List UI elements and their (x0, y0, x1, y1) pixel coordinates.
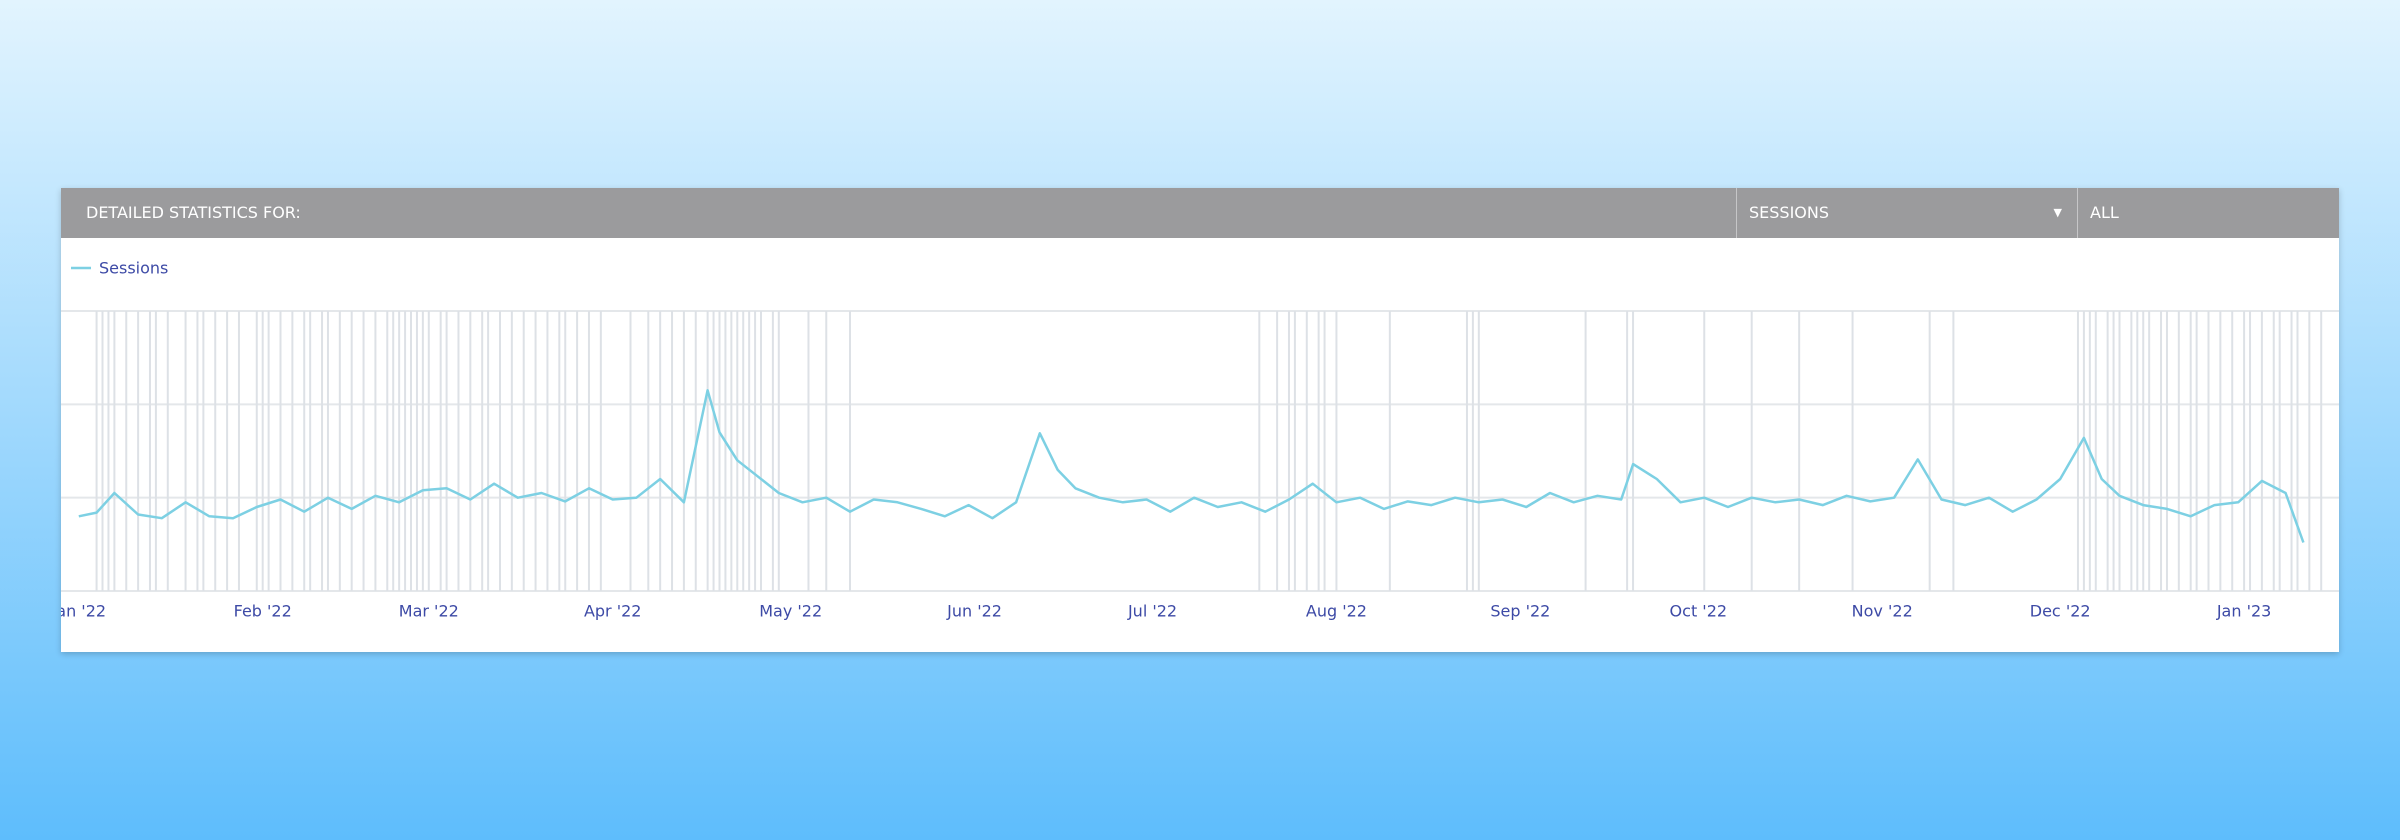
x-tick-label: Jan '23 (2216, 602, 2272, 621)
x-tick-label: Feb '22 (234, 602, 292, 621)
x-tick-label: Mar '22 (399, 602, 459, 621)
series-line (78, 389, 2305, 543)
filter-dropdown[interactable]: ALL (2077, 188, 2339, 238)
x-tick-label: Apr '22 (584, 602, 642, 621)
x-tick-label: Aug '22 (1306, 602, 1367, 621)
x-tick-label: Jan '22 (61, 602, 106, 621)
header-bar: DETAILED STATISTICS FOR: SESSIONS ▼ ALL (61, 188, 2339, 238)
x-tick-label: Sep '22 (1490, 602, 1550, 621)
filter-label: ALL (2090, 203, 2119, 222)
x-tick-label: Jun '22 (946, 602, 1002, 621)
header-title: DETAILED STATISTICS FOR: (86, 203, 301, 222)
x-tick-label: Oct '22 (1670, 602, 1728, 621)
metric-dropdown[interactable]: SESSIONS ▼ (1736, 188, 2076, 238)
chart: Jan '22 Feb '22 Mar '22 Apr '22 May '22 Jun '… (61, 259, 2339, 621)
x-tick-label: Nov '22 (1852, 602, 1913, 621)
x-tick-label: Jul '22 (1127, 602, 1177, 621)
dropdown-arrow: ▼ (2053, 206, 2062, 219)
legend-label: Sessions (99, 259, 168, 278)
stats-panel: DETAILED STATISTICS FOR: SESSIONS ▼ ALL J… (61, 188, 2339, 652)
metric-label: SESSIONS (1749, 203, 1830, 222)
x-tick-label: May '22 (759, 602, 822, 621)
x-tick-label: Dec '22 (2030, 602, 2091, 621)
